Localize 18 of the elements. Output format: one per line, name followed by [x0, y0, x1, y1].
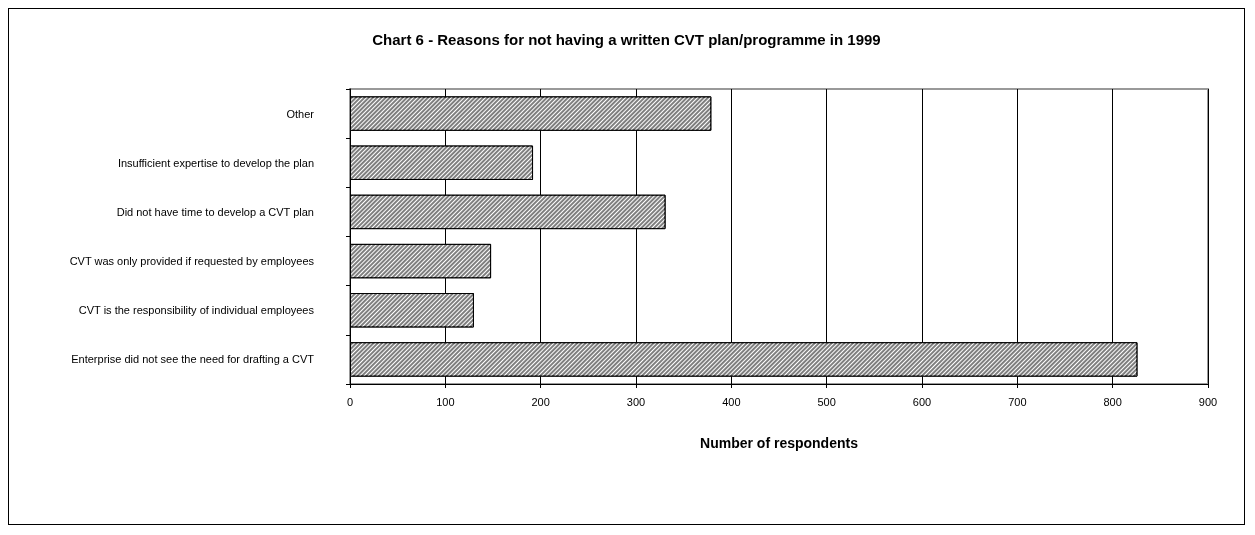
x-tick-label: 700	[1008, 395, 1027, 408]
x-tick-label: 600	[912, 395, 932, 408]
y-tick-label: Enterprise did not see the need for drafting a CVT	[71, 353, 315, 366]
y-tick-label: Insufficient expertise to develop the plan	[117, 156, 314, 169]
x-tick-label: 300	[626, 395, 646, 408]
chart-title: Chart 6 - Reasons for not having a written CVT plan/programme in 1999	[372, 31, 881, 48]
x-tick-label: 500	[817, 395, 836, 408]
x-tick-label: 800	[1103, 395, 1122, 408]
x-axis-title: Number of respondents	[700, 435, 859, 451]
x-tick-label: 0	[346, 395, 354, 408]
x-tick-label: 100	[436, 395, 455, 408]
y-tick-label: Other	[286, 107, 315, 120]
y-tick-label: CVT is the responsibility of individual employees	[78, 304, 315, 317]
y-tick-label: Did not have time to develop a CVT plan	[116, 205, 314, 218]
x-tick-label: 200	[531, 395, 550, 408]
x-tick-label: 900	[1198, 395, 1218, 408]
y-tick-label: CVT was only provided if requested by employees	[69, 255, 315, 268]
x-tick-label: 400	[722, 395, 741, 408]
